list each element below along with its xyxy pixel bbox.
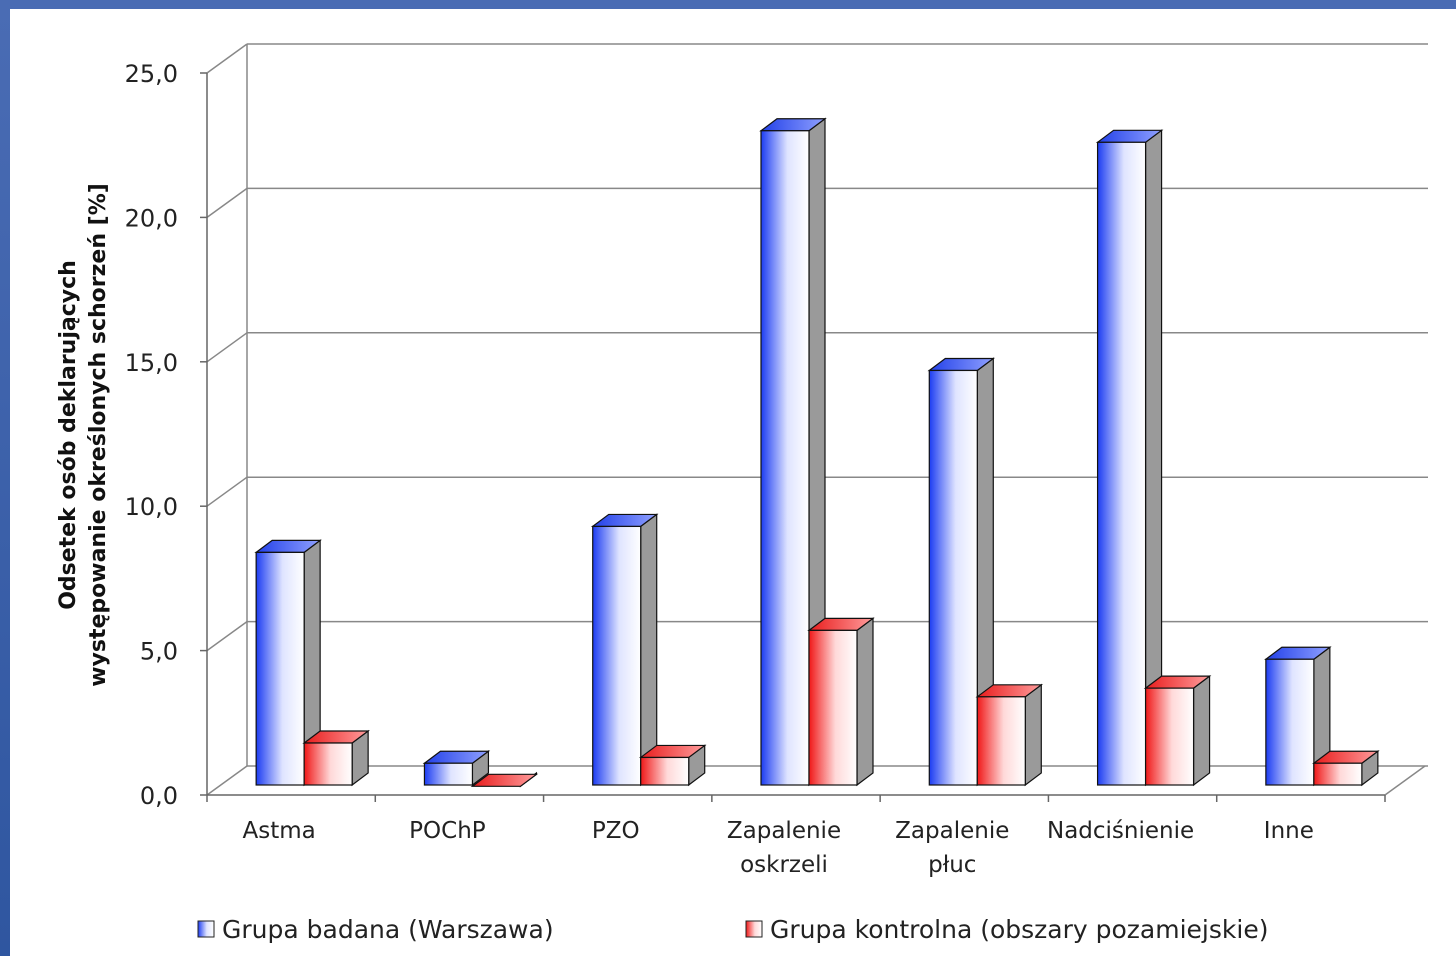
- x-category-label: Inne: [1264, 818, 1314, 844]
- gridline-diagonal: [206, 43, 248, 74]
- x-category-label: PZO: [592, 818, 640, 844]
- bar-front: [976, 696, 1026, 786]
- gridline-diagonal: [206, 332, 248, 363]
- x-category-label: oskrzeli: [740, 852, 828, 878]
- legend-item-series-1[interactable]: Grupa badana (Warszawa): [197, 915, 554, 944]
- bar-series-2: [1312, 750, 1380, 787]
- bar-series-1: [590, 513, 659, 787]
- labels-layer: 0,0 5,0 10,0 15,0 20,0 25,0 Astma POChP PZO Zapal…: [125, 60, 1314, 878]
- bars-layer: [254, 117, 1380, 788]
- y-axis-title-line2: występowanie określonych schorzeń [%]: [86, 183, 111, 687]
- bar-front: [1096, 141, 1147, 786]
- x-category-label: płuc: [928, 852, 976, 878]
- bar-series-2: [302, 729, 370, 787]
- bar-series-1: [927, 357, 996, 787]
- bar-top: [470, 773, 539, 787]
- x-category-label: Zapalenie: [895, 818, 1009, 844]
- bar-side: [1192, 674, 1211, 787]
- bar-front: [760, 130, 810, 786]
- legend-item-series-2[interactable]: Grupa kontrolna (obszary pozamiejskie): [745, 915, 1268, 944]
- bar-series-2: [975, 683, 1044, 787]
- bar-front: [1313, 762, 1363, 786]
- x-category-label: Astma: [243, 818, 316, 844]
- bar-series-2: [1143, 674, 1212, 787]
- bar-front: [640, 756, 690, 786]
- y-tick-label: 15,0: [125, 349, 178, 377]
- bar-front: [1265, 658, 1315, 786]
- gridline-diagonal: [206, 620, 248, 652]
- y-tick-label: 10,0: [125, 493, 178, 521]
- chart-panel: [10, 9, 1456, 956]
- gridline-diagonal: [206, 187, 248, 219]
- y-tick-label: 0,0: [140, 782, 178, 810]
- legend-label-series-2: Grupa kontrolna (obszary pozamiejskie): [770, 915, 1268, 944]
- gridline-diagonal: [206, 765, 248, 796]
- bar-front: [808, 629, 858, 786]
- y-tick-label: 25,0: [125, 60, 178, 88]
- bar-front: [1144, 687, 1195, 786]
- y-tick-label: 20,0: [125, 204, 178, 232]
- legend-swatch-blue: [197, 920, 215, 938]
- x-category-label: Nadciśnienie: [1047, 818, 1194, 844]
- bar-series-1: [1264, 646, 1332, 787]
- legend-label-series-1: Grupa badana (Warszawa): [222, 915, 554, 944]
- bar-front: [303, 742, 353, 786]
- bar-series-2: [470, 771, 539, 788]
- bar-series-2: [807, 617, 875, 787]
- bar-side: [640, 513, 658, 787]
- bar-side: [1024, 683, 1042, 787]
- bar-series-1: [422, 750, 491, 787]
- bar-front: [423, 762, 474, 786]
- bar-front: [592, 525, 642, 786]
- legend: Grupa badana (Warszawa) Grupa kontrolna …: [197, 915, 1268, 944]
- y-axis-title-line1: Odsetek osób deklarujących: [56, 260, 81, 610]
- floor-right-edge: [1384, 765, 1426, 796]
- x-category-label: Zapalenie: [727, 818, 841, 844]
- gridline-diagonal: [206, 476, 248, 507]
- axes-layer: [200, 43, 1428, 802]
- legend-swatch-red: [745, 920, 763, 938]
- bar-front: [928, 369, 978, 786]
- y-axis-title: Odsetek osób deklarujących występowanie …: [56, 183, 111, 687]
- bar-side: [856, 617, 874, 787]
- bar-front: [255, 551, 305, 786]
- bar-series-2: [638, 744, 707, 787]
- x-category-label: POChP: [409, 818, 486, 844]
- y-tick-label: 5,0: [140, 638, 178, 666]
